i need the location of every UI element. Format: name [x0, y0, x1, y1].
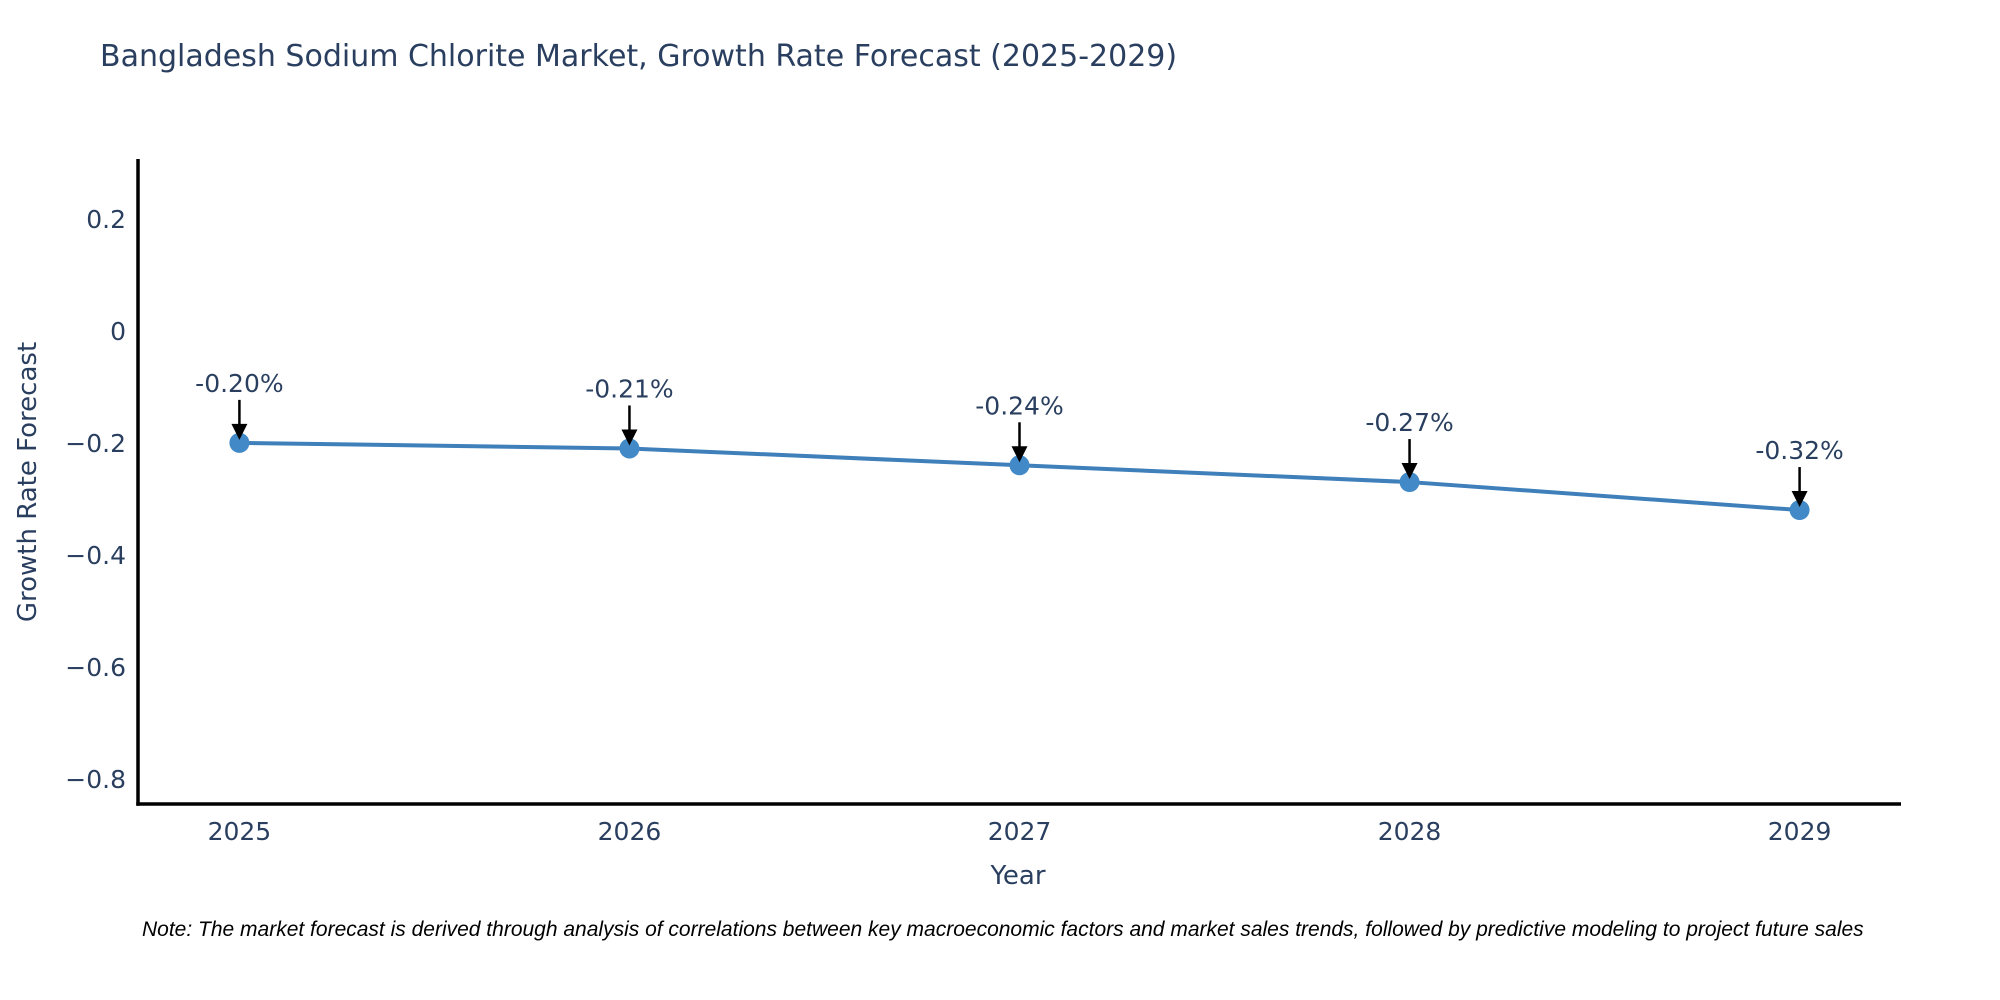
y-tick-label: −0.4: [65, 541, 126, 570]
annotation-arrowhead: [621, 429, 638, 446]
annotation-arrowhead: [231, 423, 248, 440]
y-tick-label: 0.2: [86, 205, 126, 234]
data-point-marker: [1009, 455, 1030, 476]
annotation-label: -0.27%: [1365, 408, 1453, 437]
y-tick-label: −0.6: [65, 653, 126, 682]
annotation-label: -0.32%: [1755, 436, 1843, 465]
x-tick-label: 2028: [1378, 817, 1442, 846]
x-axis-title: Year: [990, 861, 1046, 891]
data-point-marker: [1399, 472, 1420, 493]
annotation-label: -0.24%: [975, 391, 1063, 420]
annotation-arrowhead: [1401, 463, 1418, 480]
annotation-label: -0.21%: [585, 374, 673, 403]
chart-title: Bangladesh Sodium Chlorite Market, Growt…: [100, 39, 1178, 74]
x-tick-label: 2026: [598, 817, 662, 846]
y-tick-label: 0: [110, 317, 126, 346]
data-point-marker: [229, 432, 250, 453]
footnote: Note: The market forecast is derived thr…: [142, 918, 1864, 941]
y-tick-label: −0.2: [65, 429, 126, 458]
annotation-label: -0.20%: [195, 369, 283, 398]
x-tick-label: 2025: [208, 817, 272, 846]
x-tick-label: 2029: [1768, 817, 1832, 846]
annotation-arrowhead: [1791, 491, 1808, 508]
data-point-marker: [1789, 500, 1810, 521]
y-tick-label: −0.8: [65, 765, 126, 794]
data-point-marker: [619, 438, 640, 459]
x-tick-label: 2027: [988, 817, 1052, 846]
annotation-arrowhead: [1011, 446, 1028, 463]
